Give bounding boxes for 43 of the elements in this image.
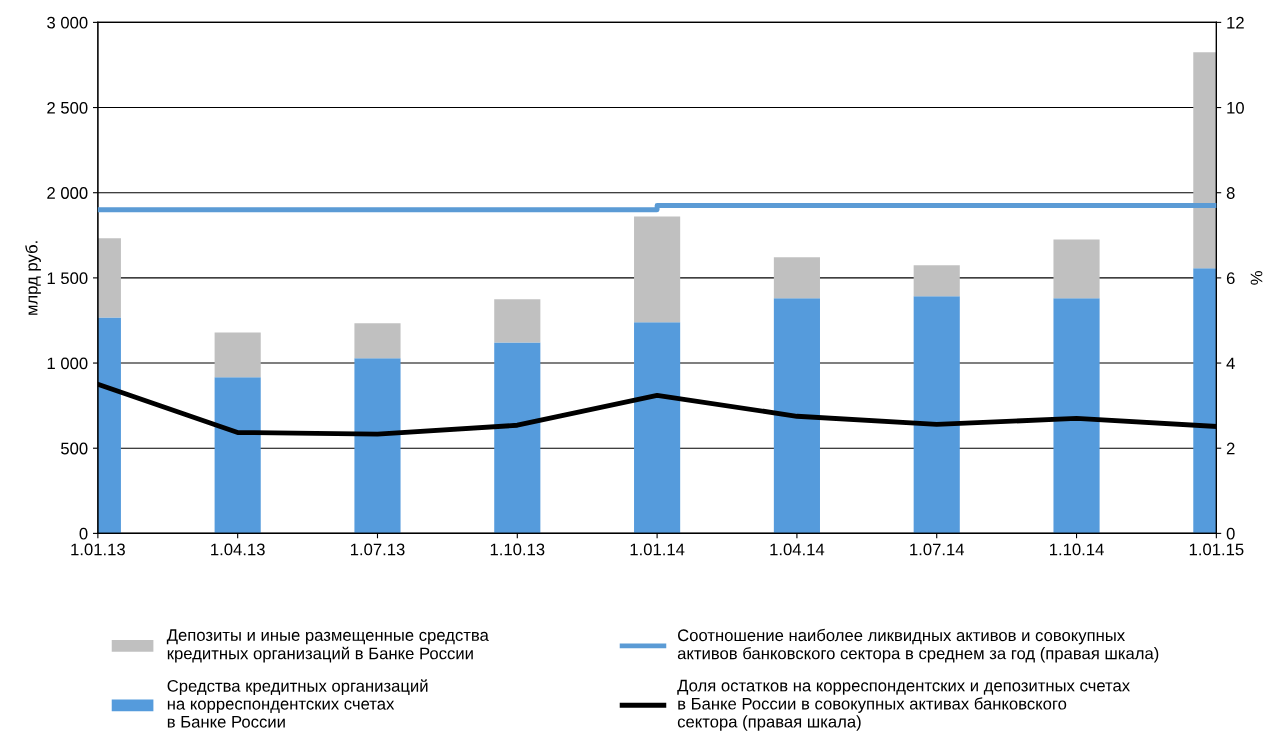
y2-axis-title: % xyxy=(1250,271,1263,285)
x-tick-label: 1.01.14 xyxy=(630,543,685,556)
y-tick-label: 500 xyxy=(61,442,88,455)
bar xyxy=(913,296,960,534)
y2-tick-label: 4 xyxy=(1226,357,1235,370)
legend-label: Доля остатков на корреспондентских и депозитных счетах в Банке России в совокупных активах банковского сектора (правая шкала) xyxy=(677,679,1130,731)
y2-tick-label: 2 xyxy=(1226,442,1235,455)
y-tick-label: 1 500 xyxy=(47,272,88,285)
x-tick-label: 1.10.14 xyxy=(1050,543,1104,556)
bar xyxy=(214,332,261,378)
y2-tick-label: 8 xyxy=(1226,187,1235,199)
bar xyxy=(214,377,261,534)
y2-tick-label: 6 xyxy=(1226,272,1235,285)
bar xyxy=(913,265,960,297)
bar xyxy=(773,257,820,299)
x-tick-label: 1.07.13 xyxy=(350,543,405,556)
y-tick-label: 1 000 xyxy=(47,357,88,370)
y-tick-label: 0 xyxy=(79,527,88,540)
bar xyxy=(494,342,541,534)
y2-tick-label: 10 xyxy=(1227,101,1244,114)
y-tick-label: 3 000 xyxy=(47,16,88,29)
bar xyxy=(634,216,681,323)
bar xyxy=(354,358,401,534)
legend-label: Депозиты и иные размещенные средства кредитных организаций в Банке России xyxy=(166,629,489,663)
y-axis-title: млрд руб. xyxy=(25,241,41,315)
x-tick-label: 1.07.14 xyxy=(910,543,965,556)
y-tick-label: 2 500 xyxy=(47,101,88,114)
bar xyxy=(634,322,681,534)
x-tick-label: 1.04.14 xyxy=(770,543,825,556)
bar xyxy=(354,323,401,359)
y2-tick-label: 0 xyxy=(1226,527,1235,540)
x-tick-label: 1.01.13 xyxy=(71,543,125,556)
bar xyxy=(494,299,541,343)
x-tick-label: 1.01.15 xyxy=(1189,543,1244,556)
x-tick-label: 1.10.13 xyxy=(490,543,545,556)
legend-label: Средства кредитных организаций на корреспондентских счетах в Банке России xyxy=(167,679,428,728)
x-tick-label: 1.04.13 xyxy=(211,543,265,556)
y2-tick-label: 12 xyxy=(1227,16,1244,29)
bar xyxy=(1053,298,1100,534)
y-tick-label: 2 000 xyxy=(47,187,88,199)
legend-label: Соотношение наиболее ликвидных активов и совокупных активов банковского сектора в среднем за год (правая шкала) xyxy=(677,628,1159,663)
bar xyxy=(773,298,820,534)
bar xyxy=(1053,239,1100,299)
